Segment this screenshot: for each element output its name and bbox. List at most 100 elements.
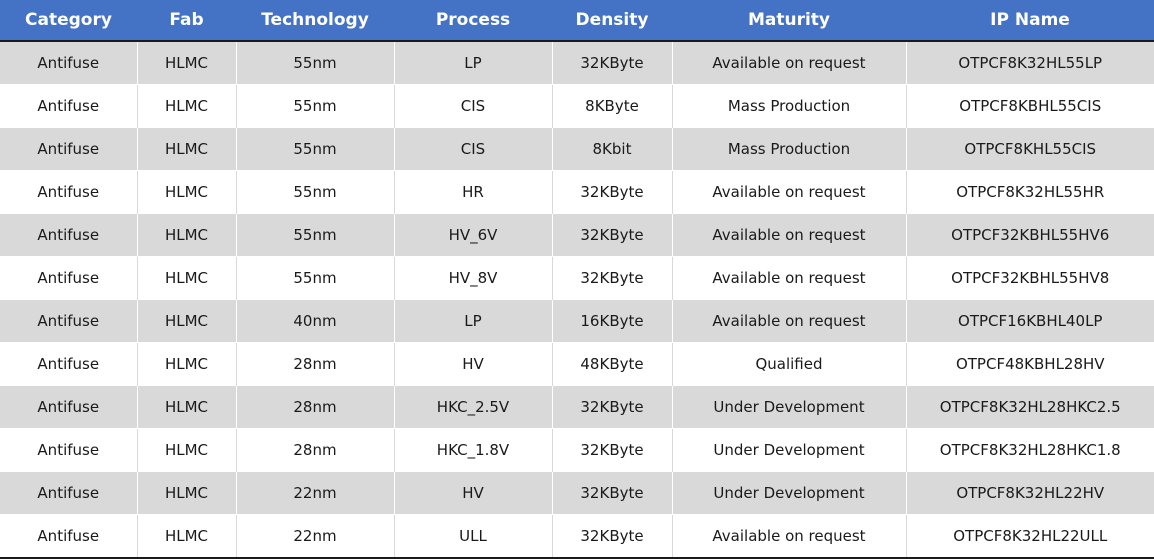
cell-category: Antifuse bbox=[0, 514, 137, 559]
cell-density: 8KByte bbox=[551, 84, 672, 128]
cell-category: Antifuse bbox=[0, 342, 137, 386]
cell-category: Antifuse bbox=[0, 213, 137, 257]
table-row: Antifuse HLMC 40nm LP 16KByte Available on re… bbox=[0, 299, 1154, 343]
cell-category: Antifuse bbox=[0, 471, 137, 515]
cell-technology: 28nm bbox=[235, 385, 394, 429]
cell-ip-name: OTPCF32KBHL55HV8 bbox=[905, 256, 1154, 300]
cell-technology: 55nm bbox=[235, 40, 394, 85]
cell-category: Antifuse bbox=[0, 428, 137, 472]
cell-ip-name: OTPCF8K32HL22HV bbox=[905, 471, 1154, 515]
cell-maturity: Available on request bbox=[671, 514, 906, 559]
header-density: Density bbox=[552, 0, 672, 42]
header-row: Category Fab Technology Process Density … bbox=[0, 0, 1154, 42]
cell-technology: 55nm bbox=[235, 170, 394, 214]
cell-ip-name: OTPCF16KBHL40LP bbox=[905, 299, 1154, 343]
cell-process: HV_8V bbox=[393, 256, 552, 300]
cell-fab: HLMC bbox=[136, 514, 236, 559]
cell-ip-name: OTPCF8K32HL55LP bbox=[905, 40, 1154, 85]
cell-maturity: Mass Production bbox=[671, 84, 906, 128]
cell-technology: 22nm bbox=[235, 514, 394, 559]
cell-process: HKC_2.5V bbox=[393, 385, 552, 429]
header-category: Category bbox=[0, 0, 137, 42]
table-row: Antifuse HLMC 28nm HKC_1.8V 32KByte Under Dev… bbox=[0, 428, 1154, 472]
cell-technology: 55nm bbox=[235, 256, 394, 300]
header-ip-name: IP Name bbox=[906, 0, 1154, 42]
table-row: Antifuse HLMC 28nm HKC_2.5V 32KByte Under Dev… bbox=[0, 385, 1154, 429]
cell-density: 32KByte bbox=[551, 385, 672, 429]
cell-fab: HLMC bbox=[136, 299, 236, 343]
cell-process: ULL bbox=[393, 514, 552, 559]
cell-process: LP bbox=[393, 40, 552, 85]
header-process: Process bbox=[394, 0, 552, 42]
cell-category: Antifuse bbox=[0, 256, 137, 300]
cell-technology: 40nm bbox=[235, 299, 394, 343]
cell-technology: 28nm bbox=[235, 342, 394, 386]
cell-ip-name: OTPCF8K32HL28HKC1.8 bbox=[905, 428, 1154, 472]
table-header: Category Fab Technology Process Density … bbox=[0, 0, 1154, 42]
table-row: Antifuse HLMC 55nm HR 32KByte Available on re… bbox=[0, 170, 1154, 214]
header-maturity: Maturity bbox=[672, 0, 906, 42]
cell-maturity: Available on request bbox=[671, 170, 906, 214]
cell-category: Antifuse bbox=[0, 299, 137, 343]
cell-ip-name: OTPCF32KBHL55HV6 bbox=[905, 213, 1154, 257]
cell-maturity: Available on request bbox=[671, 213, 906, 257]
cell-fab: HLMC bbox=[136, 127, 236, 171]
cell-ip-name: OTPCF8K32HL22ULL bbox=[905, 514, 1154, 559]
cell-category: Antifuse bbox=[0, 385, 137, 429]
cell-ip-name: OTPCF8KBHL55CIS bbox=[905, 84, 1154, 128]
cell-maturity: Available on request bbox=[671, 299, 906, 343]
cell-density: 32KByte bbox=[551, 40, 672, 85]
header-fab: Fab bbox=[137, 0, 236, 42]
cell-density: 32KByte bbox=[551, 471, 672, 515]
table-row: Antifuse HLMC 55nm CIS 8KByte Mass Production… bbox=[0, 84, 1154, 128]
cell-fab: HLMC bbox=[136, 40, 236, 85]
cell-maturity: Under Development bbox=[671, 471, 906, 515]
cell-maturity: Available on request bbox=[671, 40, 906, 85]
cell-density: 32KByte bbox=[551, 170, 672, 214]
cell-fab: HLMC bbox=[136, 428, 236, 472]
cell-fab: HLMC bbox=[136, 256, 236, 300]
cell-ip-name: OTPCF8K32HL28HKC2.5 bbox=[905, 385, 1154, 429]
cell-ip-name: OTPCF8K32HL55HR bbox=[905, 170, 1154, 214]
cell-fab: HLMC bbox=[136, 84, 236, 128]
cell-process: HR bbox=[393, 170, 552, 214]
cell-technology: 55nm bbox=[235, 84, 394, 128]
cell-maturity: Available on request bbox=[671, 256, 906, 300]
cell-process: HKC_1.8V bbox=[393, 428, 552, 472]
header-technology: Technology bbox=[236, 0, 394, 42]
cell-category: Antifuse bbox=[0, 170, 137, 214]
cell-density: 32KByte bbox=[551, 213, 672, 257]
cell-density: 32KByte bbox=[551, 428, 672, 472]
cell-fab: HLMC bbox=[136, 170, 236, 214]
cell-process: HV_6V bbox=[393, 213, 552, 257]
cell-technology: 55nm bbox=[235, 127, 394, 171]
cell-fab: HLMC bbox=[136, 385, 236, 429]
cell-fab: HLMC bbox=[136, 213, 236, 257]
cell-technology: 28nm bbox=[235, 428, 394, 472]
table-row: Antifuse HLMC 22nm HV 32KByte Under Developme… bbox=[0, 471, 1154, 515]
table-row: Antifuse HLMC 55nm HV_8V 32KByte Available on… bbox=[0, 256, 1154, 300]
cell-category: Antifuse bbox=[0, 40, 137, 85]
table-row: Antifuse HLMC 55nm LP 32KByte Available on re… bbox=[0, 40, 1154, 85]
table-row: Antifuse HLMC 22nm ULL 32KByte Available on r… bbox=[0, 514, 1154, 559]
cell-density: 32KByte bbox=[551, 514, 672, 559]
cell-ip-name: OTPCF48KBHL28HV bbox=[905, 342, 1154, 386]
table-body: Antifuse HLMC 55nm LP 32KByte Available on re… bbox=[0, 40, 1154, 559]
cell-density: 48KByte bbox=[551, 342, 672, 386]
cell-density: 32KByte bbox=[551, 256, 672, 300]
cell-process: HV bbox=[393, 471, 552, 515]
cell-process: CIS bbox=[393, 127, 552, 171]
table-row: Antifuse HLMC 28nm HV 48KByte Qualified OTPCF4… bbox=[0, 342, 1154, 386]
cell-fab: HLMC bbox=[136, 471, 236, 515]
cell-maturity: Mass Production bbox=[671, 127, 906, 171]
cell-fab: HLMC bbox=[136, 342, 236, 386]
cell-process: LP bbox=[393, 299, 552, 343]
cell-category: Antifuse bbox=[0, 127, 137, 171]
cell-technology: 55nm bbox=[235, 213, 394, 257]
cell-category: Antifuse bbox=[0, 84, 137, 128]
cell-technology: 22nm bbox=[235, 471, 394, 515]
cell-maturity: Under Development bbox=[671, 428, 906, 472]
cell-maturity: Qualified bbox=[671, 342, 906, 386]
table-row: Antifuse HLMC 55nm HV_6V 32KByte Available on… bbox=[0, 213, 1154, 257]
